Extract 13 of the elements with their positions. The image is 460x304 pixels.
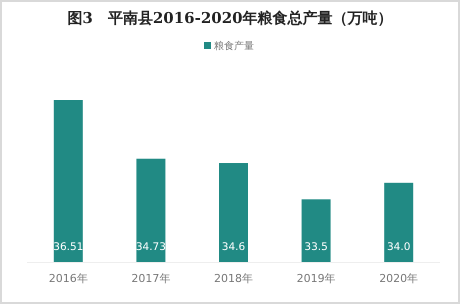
x-tick-label: 2020年 bbox=[379, 272, 418, 285]
data-label: 36.51 bbox=[53, 241, 84, 253]
x-tick-label: 2017年 bbox=[131, 272, 170, 285]
data-label: 34.73 bbox=[136, 241, 166, 253]
data-label: 34.6 bbox=[222, 241, 246, 253]
legend-item: 粮食产量 bbox=[204, 41, 254, 52]
x-tick-label: 2018年 bbox=[214, 272, 253, 285]
data-label: 34.0 bbox=[387, 241, 410, 253]
legend-label: 粮食产量 bbox=[214, 40, 254, 52]
data-label: 33.5 bbox=[304, 241, 328, 253]
x-tick-label: 2016年 bbox=[48, 272, 88, 285]
x-tick-label: 2019年 bbox=[296, 272, 336, 285]
chart-title: 图3 平南县2016-2020年粮食总产量（万吨） bbox=[67, 9, 393, 27]
